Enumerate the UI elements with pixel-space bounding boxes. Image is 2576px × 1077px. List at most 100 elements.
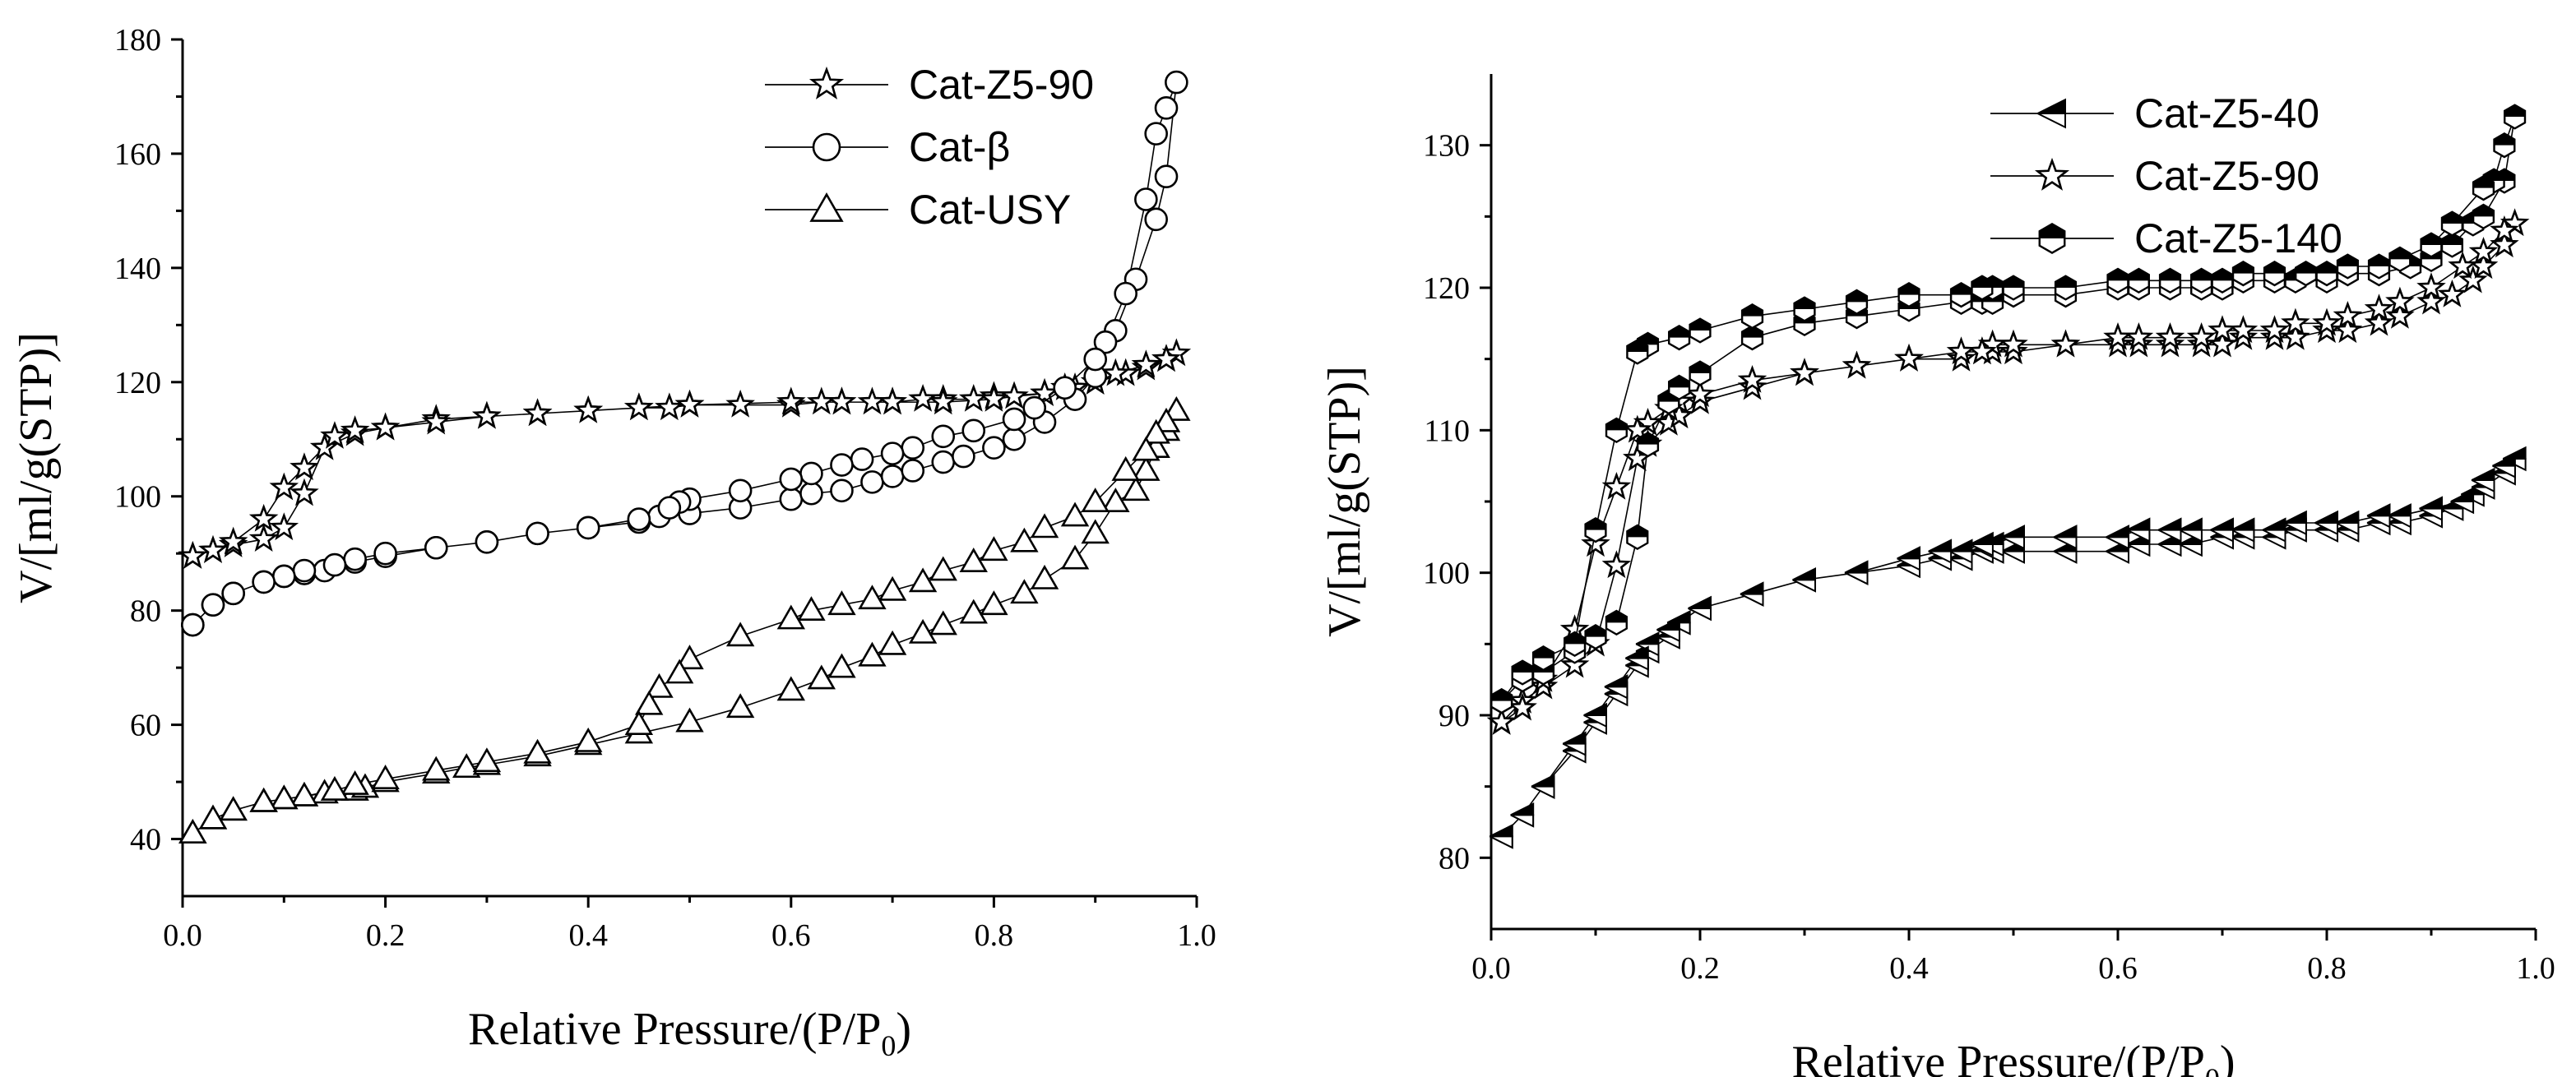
data-point [624, 710, 654, 735]
legend-marker [809, 192, 844, 222]
data-point [2367, 253, 2391, 280]
data-point-lower [2419, 507, 2443, 521]
data-point [2050, 329, 2081, 358]
data-point [830, 478, 854, 503]
data-point [1601, 550, 1632, 579]
data-point-fill [2504, 104, 2525, 117]
data-point-fill [2212, 269, 2233, 281]
data-point [1144, 207, 1168, 232]
y-tick-label: 90 [1439, 699, 1470, 733]
data-point-lower [1688, 608, 1712, 622]
data-point [2504, 104, 2527, 130]
data-point [665, 659, 694, 684]
data-point [270, 784, 299, 810]
data-point-upper [1583, 702, 1607, 716]
x-tick-label: 0.6 [2098, 951, 2138, 986]
data-point [2158, 267, 2182, 294]
data-point [2001, 525, 2025, 550]
data-point [1531, 645, 1555, 672]
data-point [1151, 344, 1181, 372]
data-point [1060, 544, 1090, 570]
y-tick-label: 180 [114, 23, 161, 58]
data-point [1793, 296, 1816, 322]
data-point-upper [2001, 525, 2025, 538]
y-tick-label: 60 [130, 709, 161, 743]
data-point [1605, 609, 1628, 636]
data-point [2440, 210, 2463, 237]
data-point [1601, 471, 1632, 500]
data-point [1740, 581, 1764, 607]
data-point [961, 418, 986, 443]
data-point [181, 612, 205, 637]
data-point [371, 765, 400, 789]
data-point-lower [2366, 515, 2391, 529]
legend-label: Cat-USY [909, 187, 1071, 233]
data-point [2416, 272, 2446, 301]
data-point [1081, 519, 1110, 544]
data-point-lower [2335, 529, 2360, 543]
data-point [2314, 510, 2338, 536]
data-point [1490, 687, 1513, 714]
data-point-fill [2296, 261, 2316, 274]
legend-entry: Cat-Z5-40 [1990, 90, 2319, 136]
data-point-fill [2494, 133, 2515, 146]
data-point-lower [2179, 529, 2203, 543]
data-point-lower [2157, 543, 2182, 557]
data-point-lower [1656, 629, 1680, 643]
data-point [2231, 517, 2255, 543]
data-point-lower [2053, 536, 2078, 550]
data-point [827, 386, 857, 415]
data-point [1844, 560, 1869, 585]
legend-label: Cat-Z5-40 [2134, 90, 2319, 136]
data-point [2492, 453, 2516, 478]
data-point [2211, 267, 2234, 294]
data-point [290, 452, 319, 481]
data-point [1510, 802, 1535, 828]
data-point [2263, 260, 2286, 287]
data-point [178, 540, 208, 569]
data-point [858, 585, 887, 610]
legend-entry: Cat-Z5-140 [1990, 215, 2342, 261]
data-point-upper [1792, 567, 1816, 581]
data-point [2416, 286, 2446, 315]
data-point-lower [2283, 522, 2307, 536]
data-point [880, 441, 905, 465]
data-point-upper [1928, 538, 1953, 552]
data-point [807, 664, 836, 690]
data-point [1668, 324, 1691, 351]
data-point [472, 400, 502, 429]
left-chart-panel: 0.0 0.2 0.4 0.6 0.8 1.0 40 60 80 100 120 140 160 180 R… [11, 23, 1216, 1062]
x-tick-label: 0.2 [366, 918, 405, 953]
data-point [1132, 455, 1161, 481]
data-point [1132, 436, 1161, 461]
data-point [645, 673, 674, 698]
y-tick-label: 160 [114, 137, 161, 172]
data-point-upper [2314, 510, 2338, 524]
data-point-lower [2053, 550, 2078, 564]
data-point [1030, 564, 1059, 589]
data-point [2385, 300, 2415, 329]
x-tick-label: 0.2 [1680, 951, 1720, 986]
data-point-lower [2388, 522, 2412, 536]
data-point [2419, 496, 2443, 521]
data-point [878, 630, 907, 655]
data-point-upper [2492, 453, 2516, 467]
data-point [2208, 329, 2237, 358]
data-point-upper [1948, 538, 1973, 552]
data-point [1111, 455, 1140, 481]
data-point-lower [2492, 465, 2516, 478]
data-point-lower [2157, 529, 2182, 543]
y-tick-label: 110 [1424, 414, 1470, 448]
data-point [320, 421, 350, 449]
data-point [290, 478, 319, 506]
data-point [1685, 379, 1715, 408]
data-point [1165, 70, 1188, 95]
data-point [931, 450, 956, 474]
x-tick-label: 0.0 [1471, 951, 1511, 986]
data-point [807, 386, 836, 415]
legend-marker [812, 132, 841, 162]
data-point [999, 381, 1029, 409]
data-point [219, 796, 248, 821]
series-line [192, 81, 1178, 626]
